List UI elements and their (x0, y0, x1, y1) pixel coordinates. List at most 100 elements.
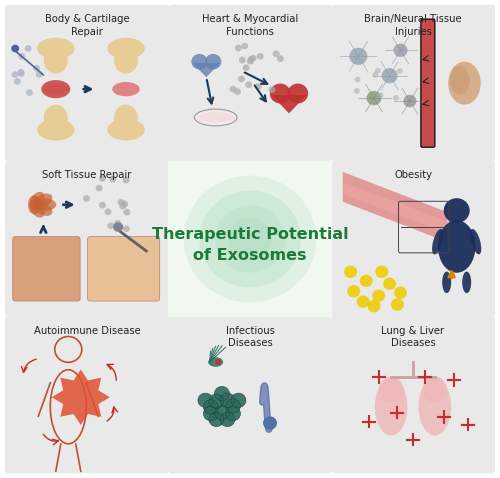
Text: Brain/Neural Tissue
Injuries: Brain/Neural Tissue Injuries (364, 14, 462, 37)
Ellipse shape (448, 62, 480, 105)
Text: Soft Tissue Repair: Soft Tissue Repair (42, 170, 132, 180)
Text: Autoimmune Disease: Autoimmune Disease (34, 326, 140, 336)
FancyBboxPatch shape (168, 161, 332, 317)
Circle shape (368, 300, 380, 312)
Circle shape (14, 78, 21, 85)
FancyBboxPatch shape (88, 237, 160, 301)
Ellipse shape (208, 357, 223, 367)
Circle shape (198, 393, 213, 407)
Ellipse shape (107, 38, 145, 59)
Circle shape (83, 195, 90, 202)
Circle shape (247, 58, 254, 65)
Text: Lung & Liver
Diseases: Lung & Liver Diseases (382, 326, 444, 348)
Circle shape (382, 68, 398, 83)
FancyBboxPatch shape (168, 316, 332, 473)
Circle shape (226, 406, 240, 421)
Circle shape (242, 65, 250, 71)
Polygon shape (272, 95, 306, 113)
Ellipse shape (194, 109, 237, 126)
Circle shape (12, 45, 19, 52)
Circle shape (393, 47, 399, 53)
Circle shape (350, 48, 368, 65)
Circle shape (209, 394, 224, 408)
Circle shape (268, 87, 276, 93)
Circle shape (123, 226, 130, 232)
Circle shape (383, 278, 396, 290)
Circle shape (122, 201, 128, 207)
Ellipse shape (375, 378, 408, 435)
Circle shape (231, 393, 246, 407)
Circle shape (12, 71, 18, 78)
Circle shape (235, 45, 242, 52)
Circle shape (204, 406, 218, 421)
Ellipse shape (42, 80, 70, 98)
Ellipse shape (44, 47, 68, 74)
Circle shape (214, 386, 230, 401)
Text: Therapeutic Potential
of Exosomes: Therapeutic Potential of Exosomes (152, 227, 348, 263)
Circle shape (119, 203, 126, 209)
Circle shape (374, 68, 380, 74)
Ellipse shape (462, 272, 471, 293)
Circle shape (122, 177, 130, 184)
Circle shape (372, 290, 385, 302)
Circle shape (230, 86, 236, 92)
Ellipse shape (34, 194, 52, 207)
Ellipse shape (438, 220, 476, 273)
Polygon shape (52, 369, 110, 425)
Ellipse shape (36, 199, 56, 211)
Circle shape (372, 72, 378, 77)
Circle shape (376, 266, 388, 278)
Circle shape (238, 76, 245, 82)
Circle shape (239, 56, 246, 63)
Circle shape (248, 56, 254, 63)
Circle shape (220, 412, 235, 426)
Ellipse shape (114, 47, 138, 74)
Ellipse shape (107, 119, 145, 141)
Circle shape (113, 222, 123, 232)
Ellipse shape (37, 38, 74, 59)
FancyBboxPatch shape (12, 237, 80, 301)
Circle shape (234, 88, 241, 95)
Ellipse shape (114, 105, 138, 131)
Circle shape (354, 88, 360, 94)
FancyBboxPatch shape (331, 161, 495, 317)
Ellipse shape (44, 84, 68, 94)
Circle shape (254, 83, 262, 90)
Circle shape (18, 69, 24, 76)
Circle shape (394, 43, 407, 57)
Circle shape (104, 208, 112, 215)
Ellipse shape (34, 202, 52, 216)
Ellipse shape (198, 112, 233, 123)
Ellipse shape (215, 206, 285, 272)
Ellipse shape (450, 66, 470, 95)
FancyBboxPatch shape (5, 5, 169, 162)
Circle shape (444, 198, 469, 223)
FancyBboxPatch shape (168, 5, 332, 162)
Circle shape (245, 81, 252, 88)
Circle shape (36, 71, 43, 78)
Circle shape (344, 266, 357, 278)
Ellipse shape (418, 378, 451, 435)
Circle shape (356, 295, 370, 308)
Ellipse shape (200, 191, 300, 287)
Circle shape (214, 405, 230, 420)
Circle shape (110, 176, 116, 183)
Circle shape (270, 84, 290, 103)
Circle shape (124, 209, 130, 216)
Circle shape (354, 76, 360, 82)
Circle shape (241, 43, 248, 49)
FancyBboxPatch shape (5, 161, 169, 317)
Polygon shape (343, 182, 448, 233)
Circle shape (205, 54, 222, 69)
FancyBboxPatch shape (331, 316, 495, 473)
Text: Infectious
Diseases: Infectious Diseases (226, 326, 274, 348)
Circle shape (220, 393, 235, 407)
Circle shape (226, 399, 240, 413)
Circle shape (366, 91, 382, 105)
Circle shape (378, 92, 384, 98)
Ellipse shape (30, 192, 44, 209)
FancyBboxPatch shape (331, 5, 495, 162)
Circle shape (18, 70, 24, 77)
Circle shape (18, 53, 26, 60)
Circle shape (215, 359, 221, 365)
